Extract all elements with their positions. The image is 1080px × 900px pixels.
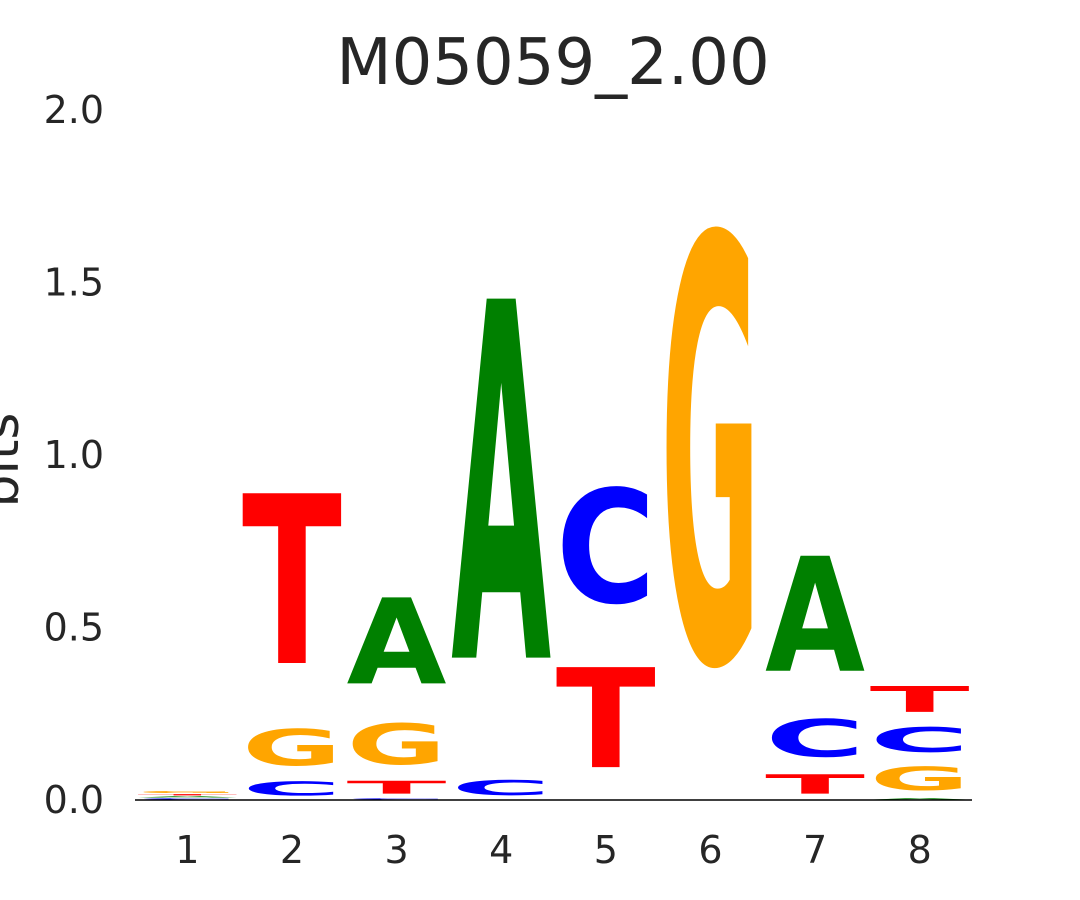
logo-letter-a: A — [347, 575, 447, 712]
y-axis: 0.0 0.5 1.0 1.5 2.0 — [44, 88, 104, 822]
logo-letter-a: A — [451, 201, 552, 774]
logo-letter-g: G — [347, 712, 447, 777]
x-tick-label: 5 — [594, 828, 618, 872]
chart-title: M05059_2.00 — [336, 26, 769, 100]
y-tick-label: 0.0 — [44, 778, 104, 822]
y-tick-label: 1.5 — [44, 261, 104, 305]
logo-letter-t: T — [347, 777, 447, 798]
x-tick-label: 3 — [384, 828, 408, 872]
logo-letter-t: T — [765, 769, 865, 800]
x-tick-label: 2 — [280, 828, 304, 872]
logo-letter-g: G — [870, 760, 970, 798]
x-tick-label: 8 — [908, 828, 932, 872]
y-tick-label: 1.0 — [44, 433, 104, 477]
y-tick-label: 2.0 — [44, 88, 104, 132]
logo-letter-c: C — [451, 776, 551, 800]
y-tick-label: 0.5 — [44, 606, 104, 650]
x-axis: 1 2 3 4 5 6 7 8 — [175, 828, 932, 872]
logo-letter-a: A — [765, 524, 865, 708]
x-tick-label: 6 — [698, 828, 722, 872]
logo-letter-t: T — [242, 446, 342, 718]
logo-letter-g: G — [242, 719, 342, 777]
x-tick-label: 1 — [175, 828, 199, 872]
logo-letter-c: C — [242, 778, 342, 800]
logo-letter-c: C — [347, 798, 447, 800]
logo-letter-t: T — [137, 794, 237, 796]
x-tick-label: 4 — [489, 828, 513, 872]
logo-letter-c: C — [137, 798, 237, 800]
logo-letter-g: G — [660, 120, 760, 798]
logo-letter-a: A — [870, 798, 970, 800]
logo-letter-a: A — [137, 796, 237, 798]
logo-letter-t: T — [870, 679, 970, 720]
logo-letter-g: G — [137, 791, 237, 794]
logo-letter-c: C — [556, 457, 656, 639]
logo-letter-c: C — [870, 721, 970, 760]
logo-letter-c: C — [765, 709, 865, 769]
y-axis-label: bits — [0, 413, 31, 508]
logo-letter-t: T — [556, 640, 656, 799]
x-tick-label: 7 — [803, 828, 827, 872]
